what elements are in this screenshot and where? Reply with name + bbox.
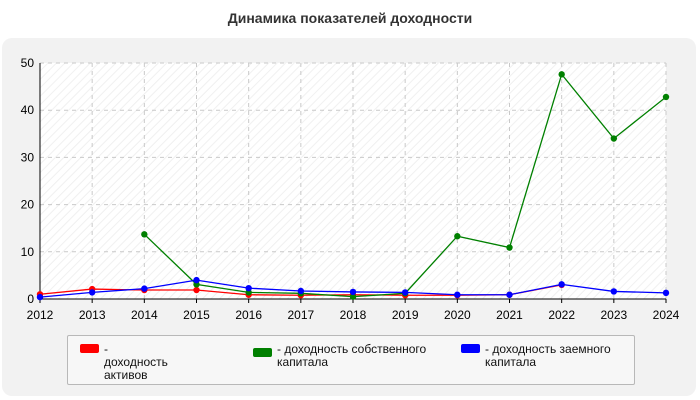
- y-tick-label: 10: [21, 245, 35, 259]
- x-tick-label: 2022: [548, 308, 575, 322]
- data-point: [662, 93, 670, 101]
- data-point: [454, 233, 461, 240]
- y-tick-label: 50: [21, 56, 35, 70]
- series: [36, 71, 670, 301]
- series-2: [36, 276, 670, 301]
- x-tick-label: 2014: [131, 308, 158, 322]
- legend-swatch-assets: [80, 344, 99, 353]
- data-point: [141, 285, 148, 292]
- legend: - доходность активов - доходность собств…: [67, 335, 635, 385]
- legend-label-assets: - доходность активов: [104, 342, 168, 382]
- x-tick-label: 2015: [183, 308, 210, 322]
- x-tick-label: 2024: [653, 308, 680, 322]
- x-tick-label: 2017: [287, 308, 314, 322]
- data-point: [193, 276, 200, 284]
- data-point: [297, 287, 305, 295]
- plot-area: [40, 63, 666, 299]
- data-point: [141, 231, 148, 238]
- data-point: [88, 289, 96, 296]
- data-point: [558, 281, 565, 288]
- legend-swatch-equity: [253, 348, 272, 357]
- data-point: [454, 291, 461, 298]
- x-tick-label: 2018: [340, 308, 367, 322]
- data-point: [610, 135, 618, 142]
- data-point: [36, 293, 44, 301]
- x-tick-label: 2023: [600, 308, 627, 322]
- data-point: [610, 288, 618, 295]
- axes: 0 10 20 30 40 50 2012 2013 2014 2015 2016 2017 2018 2…: [21, 56, 680, 322]
- legend-label-equity: - доходность собственного капитала: [277, 342, 427, 369]
- y-tick-label: 40: [21, 103, 35, 117]
- x-tick-label: 2013: [79, 308, 106, 322]
- x-tick-label: 2012: [27, 308, 54, 322]
- data-point: [349, 293, 357, 300]
- y-tick-label: 0: [27, 292, 34, 306]
- chart-title: Динамика показателей доходности: [227, 10, 473, 26]
- legend-label-debt: - доходность заемного капитала: [485, 342, 611, 369]
- data-point: [245, 284, 252, 292]
- data-point: [401, 289, 409, 296]
- legend-swatch-debt: [461, 344, 480, 353]
- data-point: [193, 286, 200, 294]
- y-tick-label: 20: [21, 198, 35, 212]
- x-tick-label: 2019: [392, 308, 419, 322]
- x-tick-label: 2016: [235, 308, 262, 322]
- grid: [40, 62, 667, 299]
- x-tick-label: 2021: [496, 308, 523, 322]
- y-tick-label: 30: [21, 150, 35, 164]
- x-tick-label: 2020: [444, 308, 471, 322]
- data-point: [662, 289, 670, 297]
- data-point: [506, 291, 513, 298]
- data-point: [506, 244, 513, 251]
- data-point: [558, 71, 565, 78]
- data-point: [349, 288, 357, 296]
